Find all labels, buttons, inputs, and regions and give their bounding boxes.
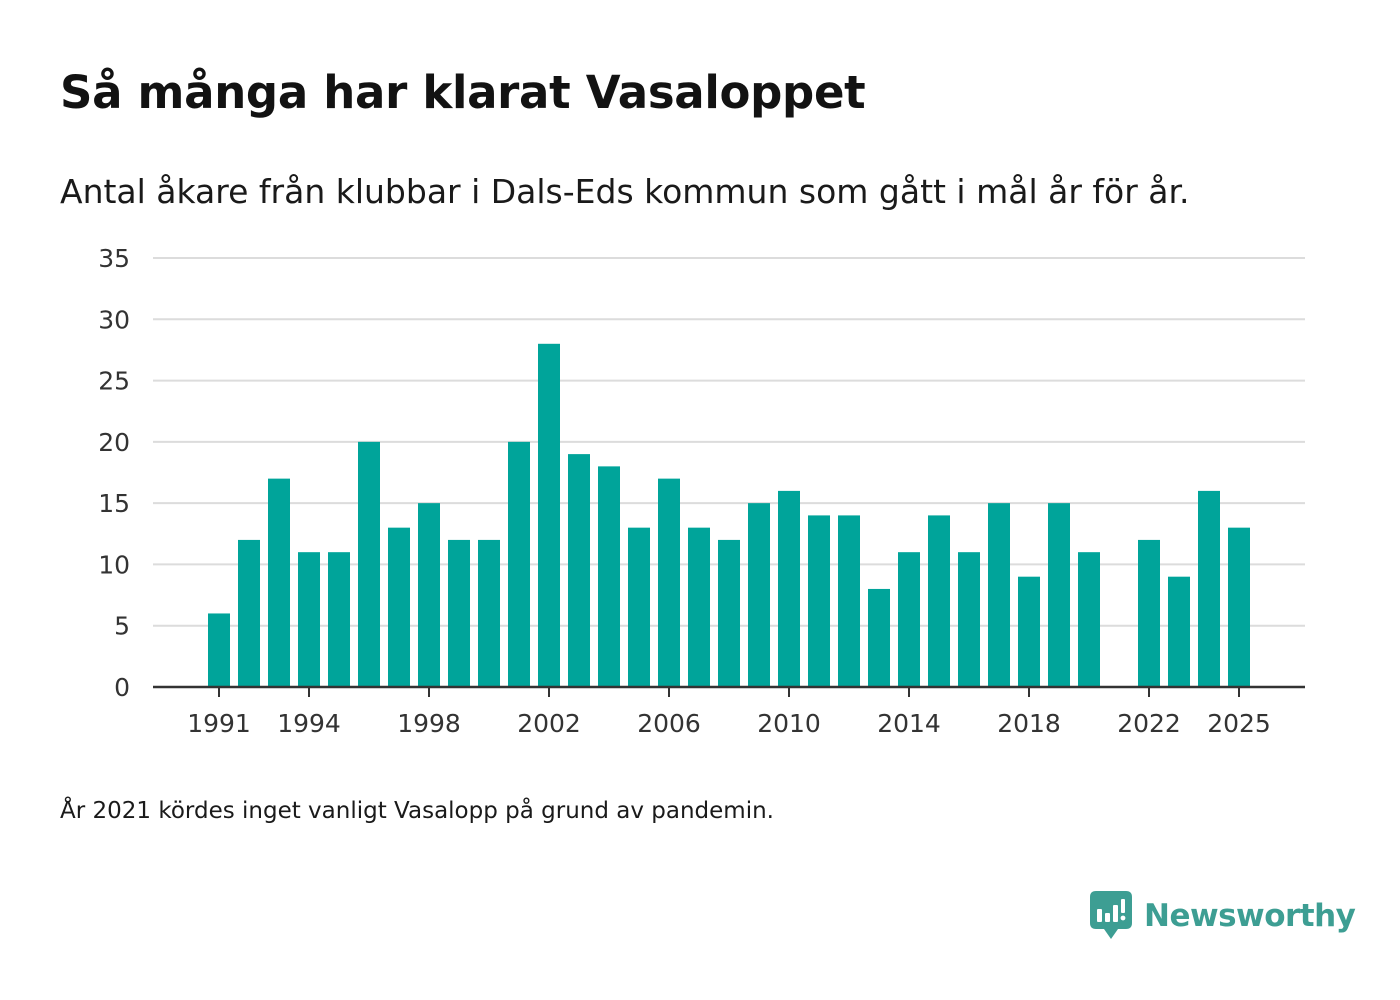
y-tick-label-15: 15 — [98, 489, 130, 518]
bar-2016 — [958, 552, 980, 687]
bar-2020 — [1078, 552, 1100, 687]
y-tick-label-35: 35 — [98, 244, 130, 273]
bar-1994 — [298, 552, 320, 687]
bar-2014 — [898, 552, 920, 687]
brand-logo: Newsworthy — [1090, 890, 1356, 942]
x-tick-label-2010: 2010 — [757, 709, 821, 738]
bar-2005 — [628, 527, 650, 687]
bar-2002 — [538, 343, 560, 687]
bar-2009 — [748, 503, 770, 687]
bar-1998 — [418, 503, 440, 687]
bars — [208, 343, 1250, 687]
footnote: År 2021 kördes inget vanligt Vasalopp på… — [60, 798, 774, 824]
x-tick-label-1991: 1991 — [187, 709, 251, 738]
bar-1999 — [448, 539, 470, 687]
bar-2007 — [688, 527, 710, 687]
bar-1996 — [358, 441, 380, 687]
bar-2017 — [988, 503, 1010, 687]
bar-2018 — [1018, 576, 1040, 687]
bar-2012 — [838, 515, 860, 687]
chart-title: Så många har klarat Vasaloppet — [60, 66, 866, 119]
bar-2010 — [778, 490, 800, 687]
x-tick-label-2006: 2006 — [637, 709, 701, 738]
bar-2023 — [1168, 576, 1190, 687]
x-tick-label-2018: 2018 — [997, 709, 1061, 738]
x-tick-label-1994: 1994 — [277, 709, 341, 738]
bar-2006 — [658, 478, 680, 687]
bar-2003 — [568, 454, 590, 687]
bar-2004 — [598, 466, 620, 687]
newsworthy-logo-icon — [1090, 891, 1132, 939]
y-tick-label-30: 30 — [98, 305, 130, 334]
bar-2022 — [1138, 539, 1160, 687]
bar-1993 — [268, 478, 290, 687]
bar-2008 — [718, 539, 740, 687]
bar-1992 — [238, 539, 260, 687]
bar-1995 — [328, 552, 350, 687]
bar-1991 — [208, 613, 230, 687]
x-tick-label-2014: 2014 — [877, 709, 941, 738]
bar-2001 — [508, 441, 530, 687]
x-tick-label-1998: 1998 — [397, 709, 461, 738]
y-tick-label-10: 10 — [98, 550, 130, 579]
bar-2013 — [868, 588, 890, 687]
y-tick-label-5: 5 — [114, 612, 130, 641]
bar-2000 — [478, 539, 500, 687]
y-tick-label-25: 25 — [98, 367, 130, 396]
x-tick-label-2002: 2002 — [517, 709, 581, 738]
bar-2019 — [1048, 503, 1070, 687]
brand-name: Newsworthy — [1144, 898, 1356, 934]
bar-2024 — [1198, 490, 1220, 687]
x-tick-label-2022: 2022 — [1117, 709, 1181, 738]
chart-subtitle: Antal åkare från klubbar i Dals-Eds komm… — [60, 172, 1190, 211]
bar-2011 — [808, 515, 830, 687]
x-tick-label-2025: 2025 — [1207, 709, 1271, 738]
y-tick-label-0: 0 — [114, 673, 130, 702]
bar-2025 — [1228, 527, 1250, 687]
bar-2015 — [928, 515, 950, 687]
bar-1997 — [388, 527, 410, 687]
y-tick-label-20: 20 — [98, 428, 130, 457]
